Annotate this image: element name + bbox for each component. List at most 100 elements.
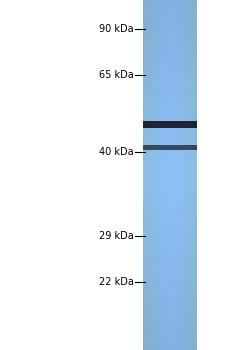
Point xyxy=(158,34,162,40)
Point xyxy=(148,265,152,270)
Point xyxy=(149,188,153,194)
Point xyxy=(166,13,170,18)
Point xyxy=(160,277,164,283)
Point xyxy=(185,158,189,163)
Point xyxy=(185,91,189,97)
Point xyxy=(143,149,147,155)
Point xyxy=(177,174,180,180)
Point xyxy=(184,334,188,340)
Point xyxy=(169,44,173,49)
Point xyxy=(162,51,166,57)
Point xyxy=(175,140,178,146)
Point xyxy=(175,131,179,136)
Point xyxy=(153,112,156,117)
Point xyxy=(171,36,174,42)
Point xyxy=(185,182,189,187)
Point xyxy=(192,128,196,134)
Point xyxy=(182,252,185,257)
Point xyxy=(191,344,195,350)
Point xyxy=(144,20,148,26)
Point xyxy=(172,177,176,183)
Point xyxy=(190,170,194,175)
Point xyxy=(194,119,198,125)
Point xyxy=(188,177,192,182)
Point xyxy=(169,201,173,206)
Point xyxy=(178,144,182,149)
Point xyxy=(191,280,194,286)
Point xyxy=(195,324,198,329)
Point xyxy=(150,254,153,260)
Point xyxy=(172,267,176,272)
Point xyxy=(164,217,168,222)
Point xyxy=(178,43,182,49)
Point xyxy=(162,76,166,81)
Point xyxy=(194,100,198,106)
Point xyxy=(164,306,168,312)
Point xyxy=(173,261,177,266)
Point xyxy=(175,126,179,131)
Point xyxy=(184,213,188,218)
Point xyxy=(169,173,173,178)
Point xyxy=(189,333,193,339)
Point xyxy=(174,113,178,119)
Point xyxy=(158,264,162,270)
Point xyxy=(144,117,147,122)
Point xyxy=(187,271,190,276)
Point xyxy=(177,118,181,124)
Point xyxy=(170,289,174,294)
Point xyxy=(162,97,166,102)
Point xyxy=(170,114,173,119)
Point xyxy=(157,141,160,146)
Point xyxy=(181,14,185,20)
Point xyxy=(189,33,193,38)
Point xyxy=(189,167,193,172)
Point xyxy=(180,119,184,124)
Point xyxy=(170,179,173,184)
Point xyxy=(171,178,175,184)
Point xyxy=(151,110,154,116)
Point xyxy=(152,252,155,258)
Point xyxy=(149,286,153,292)
Point xyxy=(150,289,154,294)
Point xyxy=(194,54,197,59)
Point xyxy=(168,197,171,202)
Point xyxy=(147,204,151,210)
Point xyxy=(192,290,196,295)
Point xyxy=(192,79,195,84)
Point xyxy=(162,58,166,64)
Point xyxy=(144,189,147,195)
Point xyxy=(158,96,162,101)
Point xyxy=(166,197,170,203)
Point xyxy=(192,326,195,332)
Point xyxy=(184,284,188,289)
Point xyxy=(161,25,165,30)
Point xyxy=(161,77,165,83)
Point xyxy=(180,293,184,298)
Point xyxy=(156,189,159,194)
Point xyxy=(142,269,146,274)
Point xyxy=(153,272,157,278)
Point xyxy=(164,299,167,304)
Point xyxy=(147,317,151,323)
Point xyxy=(189,80,193,85)
Point xyxy=(162,112,165,117)
Point xyxy=(151,43,155,48)
Point xyxy=(148,115,151,120)
Point xyxy=(194,68,197,74)
Point xyxy=(150,159,153,164)
Point xyxy=(177,196,181,202)
Point xyxy=(144,316,147,322)
Point xyxy=(147,226,151,232)
Point xyxy=(178,79,182,85)
Point xyxy=(187,145,191,150)
Point xyxy=(185,160,188,166)
Point xyxy=(151,323,154,329)
Point xyxy=(170,155,174,160)
Point xyxy=(172,117,176,122)
Point xyxy=(166,99,170,105)
Point xyxy=(188,61,191,67)
Point xyxy=(155,305,159,311)
Point xyxy=(189,320,193,325)
Point xyxy=(166,159,169,165)
Point xyxy=(166,175,170,181)
